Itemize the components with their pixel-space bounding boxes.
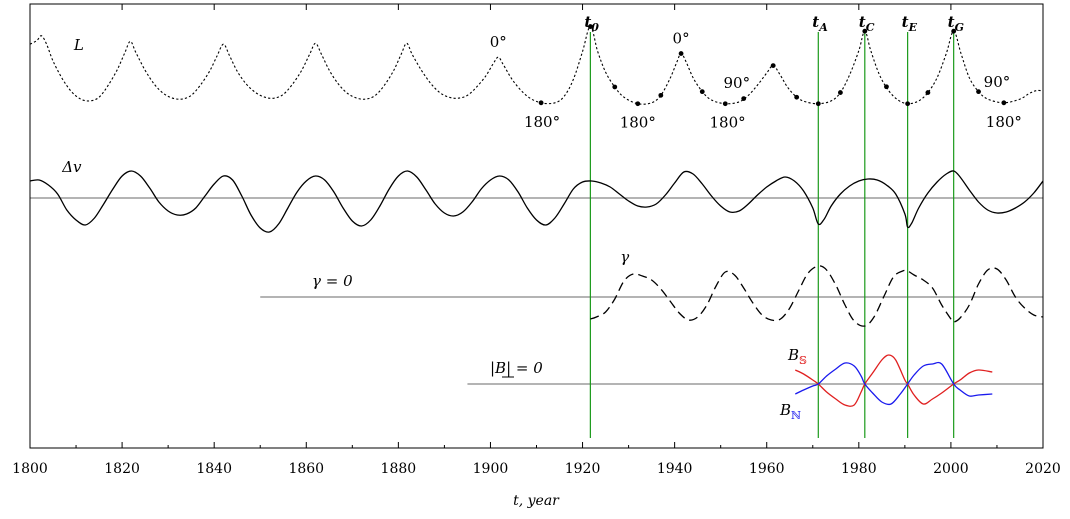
L-dot-5 xyxy=(678,51,684,56)
L-dot-0 xyxy=(538,100,544,106)
baseline-label-B: |B| = 0 xyxy=(490,359,543,377)
annotations: t0 tA tC tE tG L Δv γ 0° 0° 90° 90° 180° 180° 180° 180°… xyxy=(61,13,1022,422)
annotation-10: 180° xyxy=(986,113,1022,131)
L-dot-13 xyxy=(862,28,868,34)
annotation-0: L xyxy=(73,36,84,54)
x-axis-title: t, year xyxy=(513,493,560,509)
annotation-1: Δv xyxy=(61,158,82,176)
L-dot-19 xyxy=(1001,100,1007,106)
baselines xyxy=(30,197,1043,385)
L-dot-9 xyxy=(770,63,776,68)
legend-B-N: Bℕ xyxy=(779,401,801,422)
x-tick-label-1960: 1960 xyxy=(749,461,785,477)
series-B_S xyxy=(795,354,993,407)
L-dot-8 xyxy=(741,96,747,102)
x-tick-label-1840: 1840 xyxy=(196,461,232,477)
annotation-5: 90° xyxy=(724,74,751,92)
series-L xyxy=(29,25,1044,105)
L-dot-2 xyxy=(612,84,618,90)
x-tick-label-1900: 1900 xyxy=(473,461,509,477)
legend-B-S: B𝕊 xyxy=(787,346,807,367)
L-dot-6 xyxy=(699,89,705,95)
L-dot-14 xyxy=(884,84,889,90)
L-dot-18 xyxy=(976,89,981,95)
marker-label-C: tC xyxy=(859,13,875,34)
x-tick-label-2020: 2020 xyxy=(1025,461,1061,477)
series-B_N xyxy=(795,361,993,406)
x-tick-label-1880: 1880 xyxy=(381,461,417,477)
annotation-9: 180° xyxy=(710,113,746,131)
marker-label-A: tA xyxy=(812,13,828,34)
marker-label-G: tG xyxy=(948,13,964,34)
x-tick-label-1820: 1820 xyxy=(104,461,140,477)
L-dot-4 xyxy=(658,92,664,98)
annotation-4: 0° xyxy=(673,30,690,48)
annotation-6: 90° xyxy=(984,73,1011,91)
L-dots xyxy=(538,24,1007,107)
annotation-7: 180° xyxy=(524,113,560,131)
x-tick-label-1800: 1800 xyxy=(12,461,48,477)
L-dot-17 xyxy=(951,28,957,34)
x-tick-label-2000: 2000 xyxy=(933,461,969,477)
plot-frame xyxy=(29,3,1044,449)
marker-label-E: tE xyxy=(902,13,918,34)
series-Δv xyxy=(29,170,1044,233)
x-axis: 1800 1820 1840 1860 1880 1900 1920 1940 1960 1980… xyxy=(12,4,1061,477)
L-dot-10 xyxy=(794,94,800,100)
L-dot-11 xyxy=(815,101,821,107)
x-tick-label-1980: 1980 xyxy=(841,461,877,477)
series-γ xyxy=(590,265,1044,327)
L-dot-1 xyxy=(587,24,593,29)
marker-label-0: t0 xyxy=(584,13,599,34)
x-tick-label-1860: 1860 xyxy=(288,461,324,477)
x-tick-label-1940: 1940 xyxy=(657,461,693,477)
baseline-label-gamma: γ = 0 xyxy=(312,272,353,290)
x-tick-label-1920: 1920 xyxy=(565,461,601,477)
annotation-2: γ xyxy=(620,248,629,266)
L-dot-16 xyxy=(925,90,931,95)
L-dot-15 xyxy=(905,101,911,107)
L-dot-7 xyxy=(722,101,728,107)
annotation-8: 180° xyxy=(620,114,656,132)
time-markers xyxy=(589,32,955,438)
series-lines xyxy=(29,25,1044,407)
L-dot-3 xyxy=(635,101,641,107)
L-dot-12 xyxy=(838,90,843,95)
annotation-3: 0° xyxy=(490,33,507,51)
